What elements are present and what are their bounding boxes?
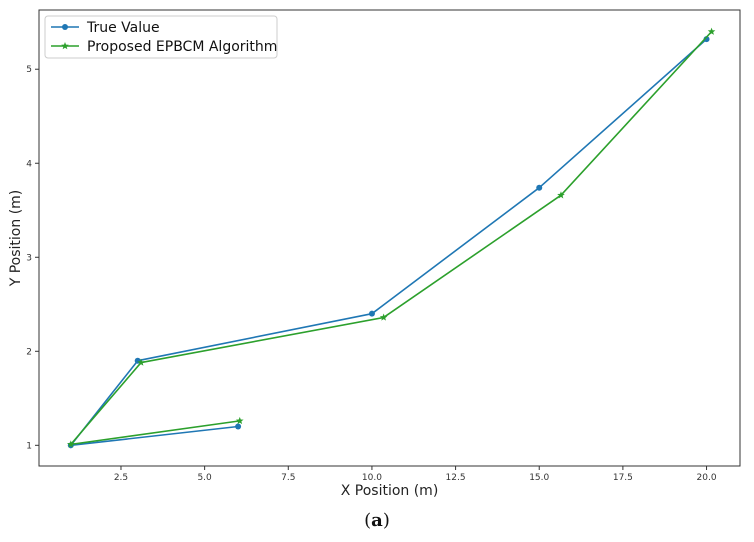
caption-letter: a xyxy=(371,510,383,531)
data-point-true-value xyxy=(368,310,375,317)
y-tick-label: 3 xyxy=(26,253,32,263)
data-point-epbcm xyxy=(557,191,565,199)
data-point-epbcm xyxy=(137,358,145,366)
figure-caption: (a) xyxy=(0,510,754,531)
x-tick-label: 17.5 xyxy=(613,473,633,483)
data-point-epbcm xyxy=(707,27,716,35)
y-tick-label: 2 xyxy=(26,347,32,357)
x-tick-label: 12.5 xyxy=(446,473,466,483)
legend-marker-epbcm xyxy=(61,42,69,50)
x-tick-label: 20.0 xyxy=(697,473,717,483)
caption-close-paren: ) xyxy=(382,510,390,531)
data-point-epbcm xyxy=(379,313,388,321)
series-layer xyxy=(66,27,716,449)
x-axis-ticks: 2.5 5.0 7.5 10.0 12.5 15.0 17.5 20.0 xyxy=(114,466,717,483)
x-tick-label: 10.0 xyxy=(362,473,382,483)
x-tick-label: 5.0 xyxy=(197,473,212,483)
legend: True Value Proposed EPBCM Algorithm xyxy=(44,15,278,59)
data-point-true-value xyxy=(235,423,242,430)
data-point-epbcm xyxy=(66,440,75,448)
legend-box xyxy=(44,15,278,59)
series-line-epbcm xyxy=(69,31,713,446)
legend-label-true-value: True Value xyxy=(86,20,160,36)
series-line-true-value xyxy=(69,38,708,447)
x-tick-label: 7.5 xyxy=(281,473,295,483)
x-tick-label: 2.5 xyxy=(114,473,128,483)
y-tick-label: 5 xyxy=(26,65,32,75)
data-point-true-value xyxy=(536,184,543,191)
y-tick-label: 4 xyxy=(26,159,32,169)
x-tick-label: 15.0 xyxy=(529,473,549,483)
caption-open-paren: ( xyxy=(364,510,372,531)
y-tick-label: 1 xyxy=(26,441,32,451)
x-axis-label: X Position (m) xyxy=(341,483,439,499)
legend-marker-true-value xyxy=(62,24,68,30)
plot-area-frame xyxy=(38,9,741,467)
data-point-epbcm xyxy=(235,416,244,425)
y-axis-ticks: 1 2 3 4 5 xyxy=(26,65,39,451)
y-axis-label: Y Position (m) xyxy=(8,190,24,288)
legend-label-epbcm: Proposed EPBCM Algorithm xyxy=(87,39,277,55)
